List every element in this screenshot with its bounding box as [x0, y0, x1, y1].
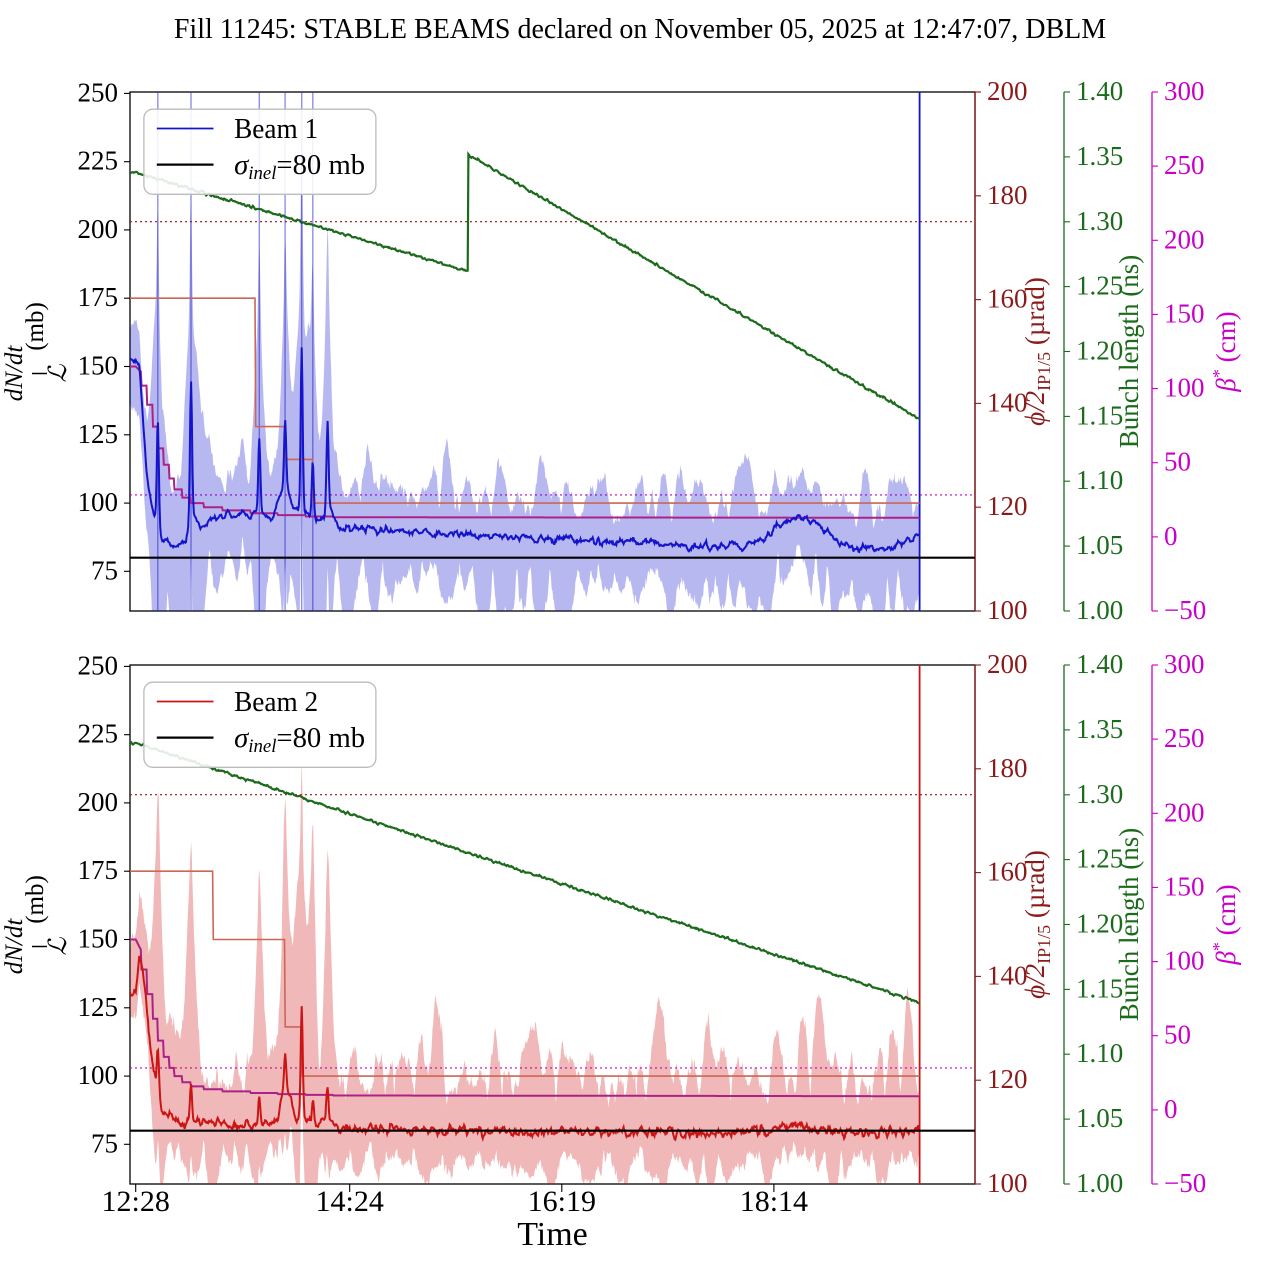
svg-text:75: 75 — [91, 1128, 118, 1158]
svg-text:1.40: 1.40 — [1076, 76, 1123, 106]
svg-text:150: 150 — [78, 924, 119, 954]
svg-text:1.10: 1.10 — [1076, 1038, 1123, 1068]
svg-text:250: 250 — [78, 77, 119, 107]
svg-text:dN/dt: dN/dt — [1, 918, 28, 975]
svg-text:β* (cm): β* (cm) — [1209, 311, 1241, 392]
svg-text:(mb): (mb) — [22, 302, 49, 351]
svg-text:12:28: 12:28 — [102, 1185, 170, 1218]
svg-text:120: 120 — [987, 491, 1028, 521]
svg-text:175: 175 — [78, 855, 119, 885]
svg-text:100: 100 — [78, 487, 119, 517]
svg-text:180: 180 — [987, 753, 1028, 783]
svg-text:1.35: 1.35 — [1076, 714, 1123, 744]
svg-text:1.05: 1.05 — [1076, 1103, 1123, 1133]
svg-text:Bunch length (ns): Bunch length (ns) — [1114, 828, 1144, 1021]
svg-text:1.30: 1.30 — [1076, 779, 1123, 809]
svg-text:50: 50 — [1164, 1020, 1191, 1050]
svg-text:100: 100 — [78, 1060, 119, 1090]
svg-text:ℒ: ℒ — [45, 364, 72, 383]
svg-text:225: 225 — [78, 719, 119, 749]
svg-text:14:24: 14:24 — [316, 1185, 384, 1218]
svg-text:150: 150 — [1164, 871, 1205, 901]
svg-text:−50: −50 — [1164, 1168, 1206, 1198]
svg-text:Time: Time — [517, 1216, 588, 1253]
svg-text:200: 200 — [1164, 797, 1205, 827]
svg-text:300: 300 — [1164, 76, 1205, 106]
svg-text:200: 200 — [987, 649, 1028, 679]
svg-text:200: 200 — [78, 787, 119, 817]
svg-text:Bunch length (ns): Bunch length (ns) — [1114, 255, 1144, 448]
svg-text:1.30: 1.30 — [1076, 206, 1123, 236]
svg-text:ℒ: ℒ — [45, 937, 72, 956]
svg-text:Beam 2: Beam 2 — [234, 686, 318, 718]
svg-text:250: 250 — [1164, 723, 1205, 753]
svg-text:dN/dt: dN/dt — [1, 345, 28, 402]
svg-text:(mb): (mb) — [22, 875, 49, 924]
svg-text:200: 200 — [78, 214, 119, 244]
svg-text:1.00: 1.00 — [1076, 1168, 1123, 1198]
svg-text:1.10: 1.10 — [1076, 465, 1123, 495]
svg-text:1.00: 1.00 — [1076, 595, 1123, 625]
svg-text:100: 100 — [1164, 946, 1205, 976]
svg-text:180: 180 — [987, 180, 1028, 210]
svg-text:125: 125 — [78, 992, 119, 1022]
svg-text:250: 250 — [1164, 150, 1205, 180]
svg-text:300: 300 — [1164, 649, 1205, 679]
svg-text:250: 250 — [78, 650, 119, 680]
svg-text:0: 0 — [1164, 1094, 1178, 1124]
svg-text:120: 120 — [987, 1064, 1028, 1094]
svg-text:β* (cm): β* (cm) — [1209, 884, 1241, 965]
svg-text:50: 50 — [1164, 447, 1191, 477]
svg-text:100: 100 — [987, 1168, 1028, 1198]
svg-text:ϕ/2IP1/5 (µrad): ϕ/2IP1/5 (µrad) — [1020, 277, 1054, 426]
svg-text:225: 225 — [78, 146, 119, 176]
svg-text:150: 150 — [78, 351, 119, 381]
svg-text:18:14: 18:14 — [740, 1185, 808, 1218]
svg-text:1.05: 1.05 — [1076, 530, 1123, 560]
svg-text:150: 150 — [1164, 298, 1205, 328]
svg-text:16:19: 16:19 — [528, 1185, 596, 1218]
svg-text:Beam 1: Beam 1 — [234, 113, 318, 145]
svg-text:200: 200 — [987, 76, 1028, 106]
svg-text:−50: −50 — [1164, 595, 1206, 625]
svg-text:1.40: 1.40 — [1076, 649, 1123, 679]
svg-text:75: 75 — [91, 555, 118, 585]
svg-text:125: 125 — [78, 419, 119, 449]
svg-text:175: 175 — [78, 282, 119, 312]
svg-text:1.35: 1.35 — [1076, 141, 1123, 171]
svg-text:100: 100 — [1164, 373, 1205, 403]
svg-text:0: 0 — [1164, 521, 1178, 551]
svg-text:100: 100 — [987, 595, 1028, 625]
svg-text:Fill 11245: STABLE BEAMS decla: Fill 11245: STABLE BEAMS declared on Nov… — [174, 14, 1106, 45]
svg-text:200: 200 — [1164, 224, 1205, 254]
svg-text:ϕ/2IP1/5 (µrad): ϕ/2IP1/5 (µrad) — [1020, 850, 1054, 999]
